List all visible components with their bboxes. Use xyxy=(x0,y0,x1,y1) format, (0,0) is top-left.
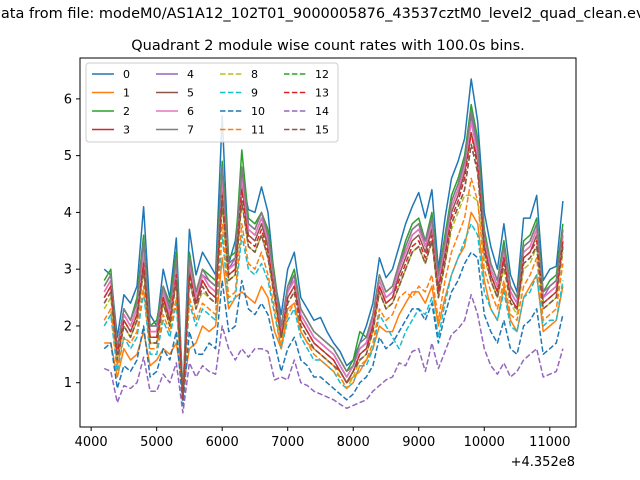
legend-label-5: 5 xyxy=(187,87,194,100)
legend-label-15: 15 xyxy=(315,124,329,137)
x-tick-label: 5000 xyxy=(140,435,173,450)
legend-label-4: 4 xyxy=(187,68,194,81)
legend-label-9: 9 xyxy=(251,87,258,100)
series-line-7 xyxy=(103,109,564,395)
y-axis: 1 2 3 4 5 6 xyxy=(64,92,80,391)
y-tick-label: 2 xyxy=(64,319,72,334)
x-tick-label: 9000 xyxy=(402,435,435,450)
chart-title: Quadrant 2 module wise count rates with … xyxy=(131,38,525,54)
legend-box xyxy=(85,62,339,143)
y-tick-label: 3 xyxy=(64,263,72,278)
legend-label-14: 14 xyxy=(315,105,329,118)
series-line-2 xyxy=(103,103,564,395)
y-tick-label: 4 xyxy=(64,206,72,221)
legend-label-8: 8 xyxy=(251,68,258,81)
series-line-15 xyxy=(103,143,564,401)
x-tick-label: 8000 xyxy=(337,435,370,450)
x-tick-label: 6000 xyxy=(206,435,239,450)
y-tick-label: 5 xyxy=(64,149,72,164)
legend-label-3: 3 xyxy=(123,124,130,137)
x-tick-label: 11000 xyxy=(529,435,570,450)
legend-label-2: 2 xyxy=(123,105,130,118)
series-line-4 xyxy=(103,115,564,395)
plot-area xyxy=(103,78,564,414)
legend-label-7: 7 xyxy=(187,124,194,137)
figure-suptitle: Data from file: modeM0/AS1A12_102T01_900… xyxy=(0,6,640,22)
legend-label-11: 11 xyxy=(251,124,265,137)
legend-label-10: 10 xyxy=(251,105,265,118)
series-line-14 xyxy=(103,293,564,414)
legend-label-13: 13 xyxy=(315,87,329,100)
x-tick-label: 4000 xyxy=(75,435,108,450)
series-line-9 xyxy=(103,223,564,407)
y-tick-label: 1 xyxy=(64,376,72,391)
series-line-10 xyxy=(103,251,564,407)
x-tick-label: 7000 xyxy=(271,435,304,450)
x-offset-label: +4.352e8 xyxy=(511,455,575,470)
series-line-13 xyxy=(103,132,564,401)
legend-label-0: 0 xyxy=(123,68,130,81)
legend-label-1: 1 xyxy=(123,87,130,100)
x-axis: 4000 5000 6000 7000 8000 9000 10000 11000 xyxy=(75,427,570,450)
axes-frame xyxy=(79,57,577,428)
y-tick-label: 6 xyxy=(64,92,72,107)
legend-label-6: 6 xyxy=(187,105,194,118)
x-tick-label: 10000 xyxy=(464,435,505,450)
legend-label-12: 12 xyxy=(315,68,329,81)
